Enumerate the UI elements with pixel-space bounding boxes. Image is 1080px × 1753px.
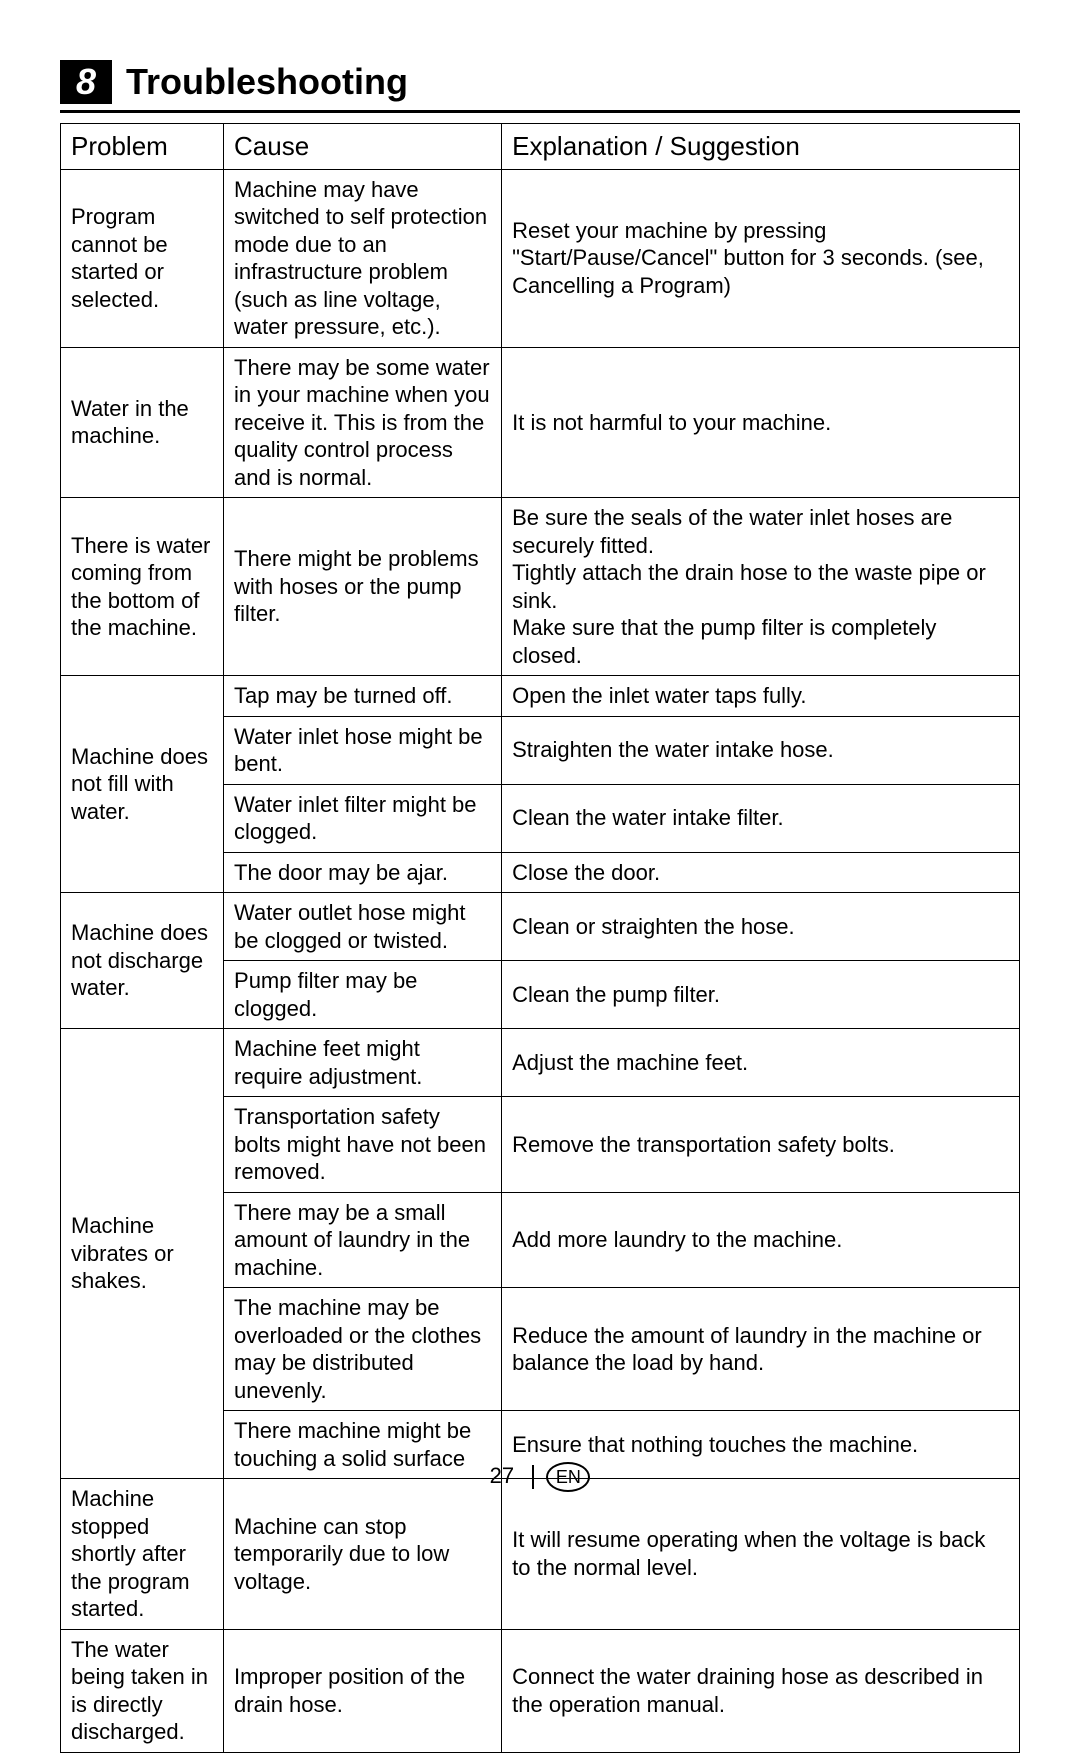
section-title: Troubleshooting [126,61,408,103]
table-row: Machine stopped shortly after the progra… [61,1479,1020,1630]
cell-problem: Water in the machine. [61,347,224,498]
cell-suggestion: Adjust the machine feet. [502,1029,1020,1097]
cell-suggestion: Clean the water intake filter. [502,784,1020,852]
cell-cause: There may be a small amount of laundry i… [224,1192,502,1288]
cell-cause: Machine can stop temporarily due to low … [224,1479,502,1630]
cell-cause: Tap may be turned off. [224,676,502,717]
section-number: 8 [76,61,96,103]
table-row: Program cannot be started or selected.Ma… [61,169,1020,347]
table-row: The water being taken in is directly dis… [61,1629,1020,1752]
cell-cause: There may be some water in your machine … [224,347,502,498]
cell-cause: Water inlet hose might be bent. [224,716,502,784]
table-row: Machine does not discharge water.Water o… [61,893,1020,961]
cell-suggestion: Clean the pump filter. [502,961,1020,1029]
cell-problem: The water being taken in is directly dis… [61,1629,224,1752]
cell-suggestion: Open the inlet water taps fully. [502,676,1020,717]
cell-suggestion: Be sure the seals of the water inlet hos… [502,498,1020,676]
table-row: Machine does not fill with water.Tap may… [61,676,1020,717]
cell-cause: Pump filter may be clogged. [224,961,502,1029]
cell-cause: Water inlet filter might be clogged. [224,784,502,852]
cell-suggestion: It will resume operating when the voltag… [502,1479,1020,1630]
cell-suggestion: Straighten the water intake hose. [502,716,1020,784]
cell-cause: Improper position of the drain hose. [224,1629,502,1752]
cell-suggestion: It is not harmful to your machine. [502,347,1020,498]
cell-cause: The door may be ajar. [224,852,502,893]
table-row: There is water coming from the bottom of… [61,498,1020,676]
section-heading: 8 Troubleshooting [60,60,1020,113]
cell-problem: Machine does not discharge water. [61,893,224,1029]
cell-cause: Machine feet might require adjustment. [224,1029,502,1097]
cell-cause: Water outlet hose might be clogged or tw… [224,893,502,961]
cell-cause: Machine may have switched to self protec… [224,169,502,347]
cell-suggestion: Remove the transportation safety bolts. [502,1097,1020,1193]
cell-suggestion: Clean or straighten the hose. [502,893,1020,961]
cell-cause: There might be problems with hoses or th… [224,498,502,676]
language-pill: EN [546,1462,590,1492]
cell-suggestion: Reduce the amount of laundry in the mach… [502,1288,1020,1411]
cell-problem: There is water coming from the bottom of… [61,498,224,676]
cell-suggestion: Close the door. [502,852,1020,893]
footer-divider [532,1465,534,1489]
cell-suggestion: Connect the water draining hose as descr… [502,1629,1020,1752]
cell-problem: Machine stopped shortly after the progra… [61,1479,224,1630]
page-number: 27 [490,1463,514,1488]
page-footer: 27 EN [0,1462,1080,1492]
section-number-box: 8 [60,60,112,104]
table-row: Machine vibrates or shakes.Machine feet … [61,1029,1020,1097]
cell-problem: Machine does not fill with water. [61,676,224,893]
table-header-row: Problem Cause Explanation / Suggestion [61,124,1020,170]
header-problem: Problem [61,124,224,170]
header-cause: Cause [224,124,502,170]
cell-problem: Machine vibrates or shakes. [61,1029,224,1479]
table-row: Water in the machine.There may be some w… [61,347,1020,498]
cell-suggestion: Add more laundry to the machine. [502,1192,1020,1288]
cell-problem: Program cannot be started or selected. [61,169,224,347]
troubleshooting-table: Problem Cause Explanation / Suggestion P… [60,123,1020,1753]
header-suggestion: Explanation / Suggestion [502,124,1020,170]
cell-suggestion: Reset your machine by pressing "Start/Pa… [502,169,1020,347]
cell-cause: Transportation safety bolts might have n… [224,1097,502,1193]
cell-cause: The machine may be overloaded or the clo… [224,1288,502,1411]
